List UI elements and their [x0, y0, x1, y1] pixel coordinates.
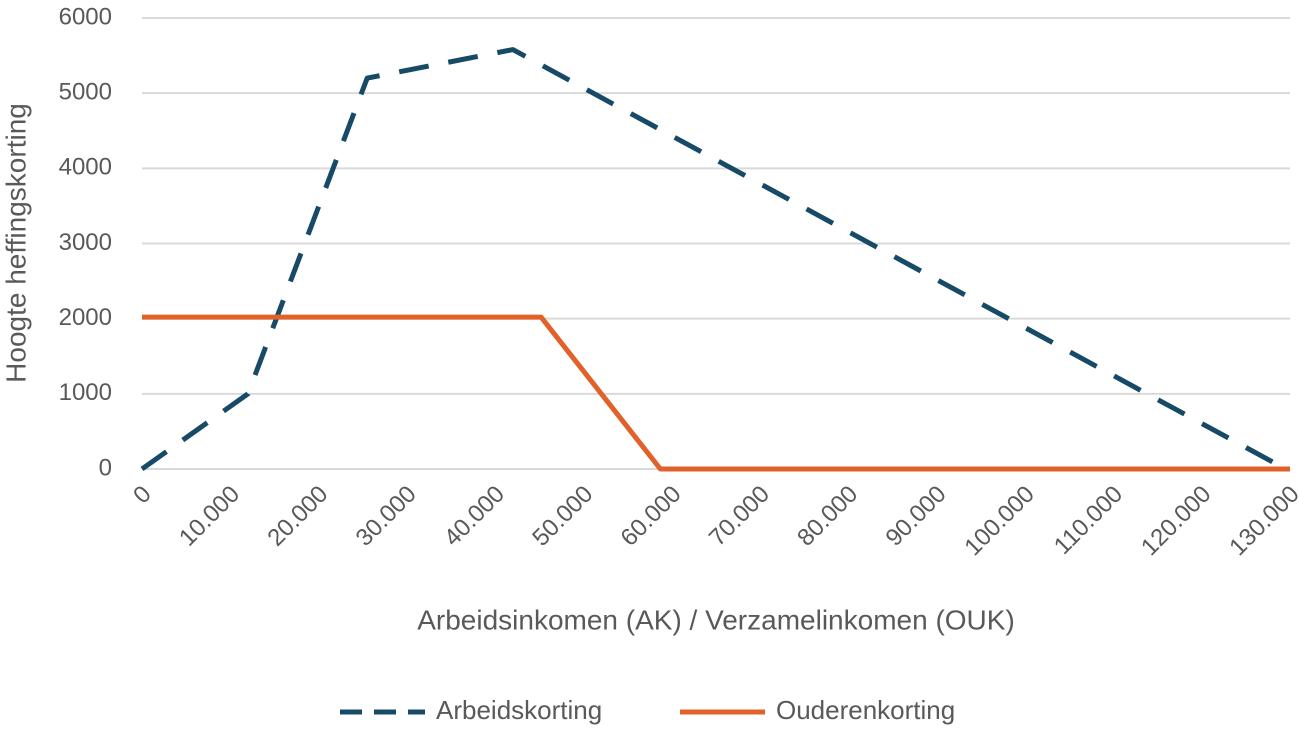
- x-tick-label: 120.000: [1136, 481, 1216, 561]
- legend-label: Arbeidskorting: [436, 695, 602, 725]
- x-tick-label: 10.000: [174, 481, 245, 552]
- x-axis-title: Arbeidsinkomen (AK) / Verzamelinkomen (O…: [417, 604, 1015, 635]
- y-tick-label: 4000: [59, 154, 112, 181]
- series-line: [142, 314, 1290, 472]
- x-tick-label: 100.000: [959, 481, 1039, 561]
- x-tick-label: 40.000: [439, 481, 510, 552]
- y-tick-label: 3000: [59, 229, 112, 256]
- y-tick-label: 2000: [59, 304, 112, 331]
- x-tick-label: 60.000: [616, 481, 687, 552]
- x-tick-label: 110.000: [1049, 481, 1128, 560]
- x-tick-label: 90.000: [880, 481, 951, 552]
- y-tick-label: 0: [99, 454, 112, 481]
- x-tick-label: 80.000: [792, 481, 863, 552]
- x-tick-label: 70.000: [704, 481, 775, 552]
- x-tick-label: 130.000: [1224, 481, 1299, 561]
- x-tick-label: 50.000: [527, 481, 598, 552]
- x-tick-label: 30.000: [351, 481, 422, 552]
- y-axis-title: Hoogte heffingskorting: [0, 103, 31, 383]
- y-tick-label: 6000: [59, 3, 112, 30]
- series-line: [140, 47, 1287, 472]
- legend-label: Ouderenkorting: [776, 695, 955, 725]
- x-tick-label: 0: [128, 481, 157, 510]
- y-tick-label: 1000: [59, 379, 112, 406]
- y-tick-label: 5000: [59, 79, 112, 106]
- x-tick-label: 20.000: [262, 481, 333, 552]
